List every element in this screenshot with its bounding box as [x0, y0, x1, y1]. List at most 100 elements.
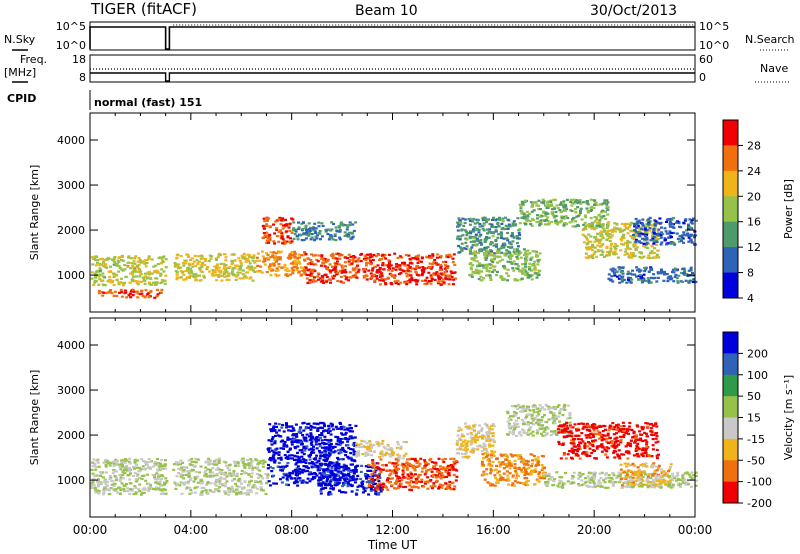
- echo-cell: [265, 252, 268, 255]
- echo-cell: [512, 269, 516, 272]
- echo-cell: [144, 479, 148, 482]
- echo-cell: [90, 277, 94, 280]
- echo-cell: [314, 280, 318, 283]
- echo-cell: [370, 484, 374, 487]
- echo-cell: [482, 229, 486, 232]
- echo-cell: [288, 229, 292, 233]
- echo-cell: [671, 268, 675, 271]
- echo-cell: [439, 266, 443, 269]
- echo-cell: [477, 277, 481, 281]
- echo-cell: [498, 255, 502, 258]
- echo-cell: [516, 242, 519, 245]
- echo-cell: [97, 482, 100, 485]
- echo-cell: [516, 257, 520, 260]
- echo-cell: [636, 225, 640, 228]
- echo-cell: [546, 212, 550, 215]
- echo-cell: [118, 473, 122, 476]
- echo-cell: [322, 475, 326, 478]
- echo-cell: [186, 470, 190, 473]
- echo-cell: [275, 431, 279, 434]
- echo-cell: [374, 469, 378, 472]
- echo-cell: [102, 488, 106, 492]
- echo-cell: [272, 426, 275, 429]
- echo-cell: [622, 278, 626, 281]
- echo-cell: [219, 271, 223, 274]
- echo-cell: [233, 259, 236, 262]
- echo-cell: [635, 275, 638, 278]
- echo-cell: [259, 270, 262, 273]
- echo-cell: [139, 468, 143, 471]
- echo-cell: [174, 482, 178, 485]
- echo-cell: [96, 258, 99, 262]
- echo-cell: [428, 254, 431, 257]
- echo-cell: [613, 274, 617, 277]
- echo-cell: [285, 445, 289, 448]
- echo-cell: [317, 484, 321, 487]
- echo-cell: [470, 258, 474, 261]
- echo-cell: [146, 473, 150, 476]
- echo-cell: [184, 278, 188, 281]
- echo-cell: [280, 465, 284, 468]
- echo-cell: [102, 491, 106, 494]
- echo-cell: [325, 458, 329, 461]
- echo-cell: [665, 273, 669, 276]
- echo-cell: [341, 270, 345, 273]
- echo-cell: [164, 492, 168, 495]
- echo-cell: [472, 257, 476, 260]
- echo-cell: [131, 273, 134, 276]
- echo-cell: [551, 208, 554, 211]
- echo-cell: [241, 461, 245, 464]
- echo-cell: [327, 452, 331, 455]
- echo-cell: [526, 271, 529, 274]
- echo-cell: [605, 250, 609, 254]
- echo-cell: [297, 221, 300, 224]
- echo-cell: [241, 457, 245, 460]
- echo-cell: [467, 427, 471, 430]
- echo-cell: [600, 253, 604, 256]
- echo-cell: [214, 468, 218, 471]
- echo-cell: [93, 281, 97, 284]
- echo-cell: [156, 482, 160, 485]
- echo-cell: [299, 234, 303, 237]
- echo-cell: [485, 451, 489, 454]
- echo-cell: [482, 251, 486, 254]
- echo-cell: [210, 475, 214, 478]
- echo-cell: [285, 477, 289, 480]
- echo-cell: [188, 274, 192, 277]
- echo-cell: [299, 470, 303, 473]
- echo-cell: [185, 259, 189, 262]
- echo-cell: [521, 267, 525, 270]
- echo-cell: [194, 461, 198, 464]
- echo-cell: [461, 217, 465, 220]
- echo-cell: [379, 452, 383, 455]
- echo-cell: [91, 480, 95, 483]
- echo-cell: [452, 473, 456, 477]
- echo-cell: [134, 255, 138, 258]
- echo-cell: [607, 221, 611, 224]
- echo-cell: [404, 452, 408, 455]
- echo-cell: [178, 266, 181, 270]
- echo-cell: [586, 223, 590, 226]
- echo-cell: [473, 254, 477, 257]
- echo-cell: [298, 472, 301, 475]
- echo-cell: [663, 270, 667, 274]
- echo-cell: [241, 269, 245, 272]
- echo-cell: [627, 226, 631, 229]
- echo-cell: [300, 449, 304, 452]
- echo-cell: [507, 223, 511, 226]
- echo-cell: [252, 256, 256, 259]
- echo-cell: [286, 235, 290, 238]
- echo-cell: [119, 288, 123, 291]
- echo-cell: [343, 261, 347, 264]
- echo-cell: [301, 458, 305, 461]
- echo-cell: [98, 482, 102, 485]
- echo-cell: [535, 276, 539, 279]
- echo-cell: [503, 227, 507, 231]
- echo-cell: [655, 240, 659, 244]
- nave-label: Nave: [760, 62, 788, 75]
- echo-cell: [443, 457, 447, 461]
- echo-cell: [111, 460, 115, 463]
- echo-cell: [643, 234, 647, 237]
- echo-cell: [238, 259, 242, 263]
- echo-cell: [482, 435, 486, 438]
